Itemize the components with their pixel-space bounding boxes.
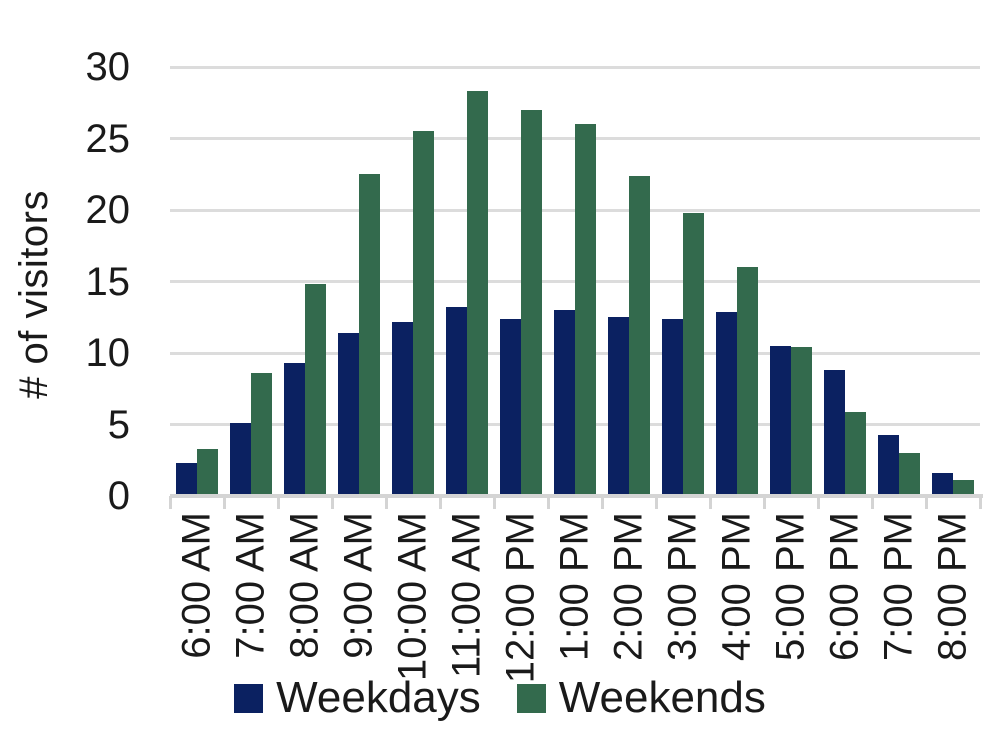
x-tick-label-1200pm: 12:00 PM xyxy=(498,512,543,684)
x-tick-mark xyxy=(924,496,928,509)
x-tick-mark xyxy=(168,496,172,509)
bar-weekends-100pm xyxy=(575,124,596,496)
x-tick-mark xyxy=(870,496,874,509)
y-tick-label-20: 20 xyxy=(85,188,131,232)
weekdays-swatch-icon xyxy=(234,683,264,713)
bar-weekdays-600pm xyxy=(824,370,845,496)
bar-weekends-1000am xyxy=(413,131,434,496)
y-tick-label-0: 0 xyxy=(107,474,130,518)
bar-weekdays-600am xyxy=(176,463,197,496)
bar-weekends-700am xyxy=(251,373,272,496)
x-tick-mark xyxy=(276,496,280,509)
x-tick-label-800pm: 8:00 PM xyxy=(930,512,975,661)
x-tick-label-500pm: 5:00 PM xyxy=(768,512,813,661)
x-tick-mark xyxy=(222,496,226,509)
x-tick-label-700am: 7:00 AM xyxy=(228,512,273,659)
x-tick-mark xyxy=(600,496,604,509)
x-tick-mark xyxy=(384,496,388,509)
x-tick-mark xyxy=(978,496,982,509)
bar-weekends-500pm xyxy=(791,347,812,496)
bar-weekdays-700am xyxy=(230,423,251,496)
x-tick-label-900am: 9:00 AM xyxy=(336,512,381,659)
x-tick-mark xyxy=(654,496,658,509)
x-tick-label-600am: 6:00 AM xyxy=(174,512,219,659)
x-tick-mark xyxy=(330,496,334,509)
bar-weekdays-700pm xyxy=(878,434,899,496)
x-tick-label-400pm: 4:00 PM xyxy=(714,512,759,661)
y-tick-label-30: 30 xyxy=(85,45,131,89)
x-tick-label-700pm: 7:00 PM xyxy=(876,512,921,661)
legend-item-weekdays: Weekdays xyxy=(234,674,481,722)
bar-weekends-300pm xyxy=(683,212,704,496)
bar-weekdays-1100am xyxy=(446,307,467,496)
x-tick-label-100pm: 1:00 PM xyxy=(552,512,597,661)
legend-label-weekends: Weekends xyxy=(558,673,766,722)
bar-weekdays-500pm xyxy=(770,345,791,496)
x-tick-label-300pm: 3:00 PM xyxy=(660,512,705,661)
x-tick-mark xyxy=(762,496,766,509)
bar-weekdays-200pm xyxy=(608,317,629,496)
legend-item-weekends: Weekends xyxy=(516,673,766,722)
x-tick-label-1100am: 11:00 AM xyxy=(444,512,489,679)
legend: Weekdays Weekends xyxy=(0,674,1000,722)
bar-weekdays-900am xyxy=(338,332,359,496)
bar-weekdays-800am xyxy=(284,363,305,496)
x-tick-mark xyxy=(438,496,442,509)
bar-weekends-600pm xyxy=(845,411,866,496)
x-tick-mark xyxy=(546,496,550,509)
gridline-30 xyxy=(170,65,980,69)
y-tick-label-15: 15 xyxy=(85,259,131,304)
bar-weekdays-300pm xyxy=(662,318,683,496)
bar-weekdays-1000am xyxy=(392,321,413,496)
x-tick-label-200pm: 2:00 PM xyxy=(606,512,651,661)
bar-weekends-800pm xyxy=(953,480,974,496)
bar-weekdays-1200pm xyxy=(500,318,521,496)
x-axis-line xyxy=(170,494,983,498)
bar-weekends-1200pm xyxy=(521,109,542,496)
x-tick-mark xyxy=(708,496,712,509)
bar-weekdays-400pm xyxy=(716,311,737,496)
legend-label-weekdays: Weekdays xyxy=(276,673,481,722)
y-tick-label-25: 25 xyxy=(85,116,131,161)
bar-weekends-600am xyxy=(197,448,218,496)
bar-weekends-200pm xyxy=(629,175,650,496)
y-tick-label-5: 5 xyxy=(107,402,130,447)
bar-weekdays-100pm xyxy=(554,310,575,496)
bar-weekends-900am xyxy=(359,174,380,496)
x-tick-mark xyxy=(816,496,820,509)
bar-weekends-800am xyxy=(305,284,326,496)
x-tick-label-1000am: 10:00 AM xyxy=(390,512,435,682)
weekends-swatch-icon xyxy=(516,683,546,713)
bar-weekends-400pm xyxy=(737,267,758,496)
x-tick-label-800am: 8:00 AM xyxy=(282,512,327,659)
x-tick-label-600pm: 6:00 PM xyxy=(822,512,867,661)
y-tick-label-10: 10 xyxy=(85,331,131,375)
plot-area xyxy=(168,65,983,509)
bar-weekdays-800pm xyxy=(932,473,953,496)
bar-weekends-1100am xyxy=(467,91,488,496)
bar-weekends-700pm xyxy=(899,453,920,496)
x-tick-mark xyxy=(492,496,496,509)
